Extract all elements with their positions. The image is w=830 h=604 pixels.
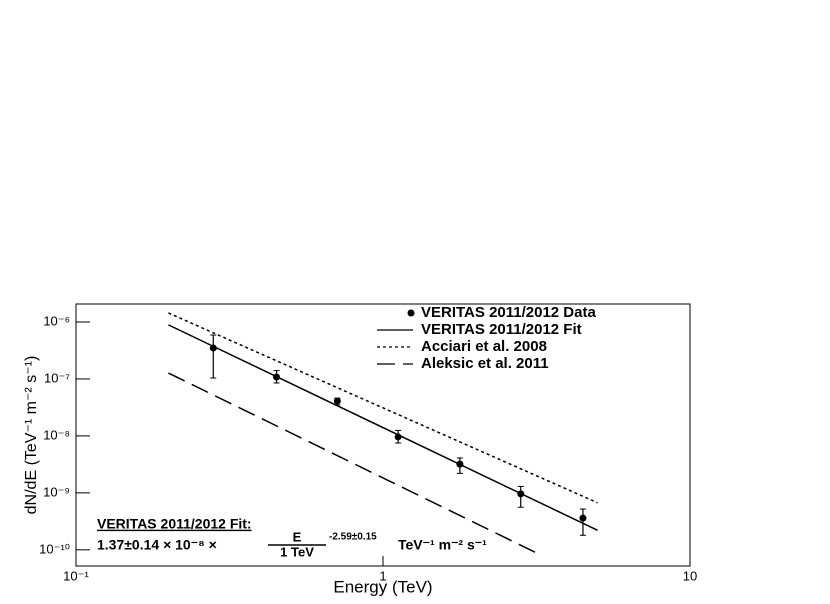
y-tick-label: 10⁻⁷ — [44, 370, 70, 385]
y-axis-label: dN/dE (TeV⁻¹ m⁻² s⁻¹) — [23, 356, 40, 515]
x-tick-label: 10 — [683, 568, 697, 583]
data-point — [579, 514, 587, 522]
legend-label: Acciari et al. 2008 — [421, 338, 547, 355]
x-axis-label: Energy (TeV) — [333, 577, 432, 596]
x-tick-label: 1 — [379, 568, 386, 583]
data-point — [333, 397, 341, 405]
legend-label: Aleksic et al. 2011 — [421, 355, 549, 372]
x-tick-label: 10⁻¹ — [63, 568, 89, 583]
y-tick-label: 10⁻⁶ — [43, 313, 70, 328]
series-line — [168, 312, 598, 504]
series-line — [168, 372, 541, 556]
annotation-title: VERITAS 2011/2012 Fit: — [97, 516, 252, 532]
annotation-prefix: 1.37±0.14 × 10⁻⁸ × — [97, 537, 217, 553]
y-tick-label: 10⁻⁸ — [43, 427, 70, 442]
annotation-units: TeV⁻¹ m⁻² s⁻¹ — [398, 537, 487, 553]
y-tick-label: 10⁻¹⁰ — [39, 541, 70, 556]
annotation-exponent: -2.59±0.15 — [329, 532, 377, 543]
annotation-denominator: 1 TeV — [280, 544, 314, 559]
legend-marker — [407, 309, 415, 317]
legend-label: VERITAS 2011/2012 Data — [421, 304, 596, 321]
y-tick-label: 10⁻⁹ — [43, 484, 70, 499]
legend-label: VERITAS 2011/2012 Fit — [421, 321, 582, 338]
annotation-numerator: E — [293, 529, 302, 544]
series-line — [168, 324, 598, 531]
